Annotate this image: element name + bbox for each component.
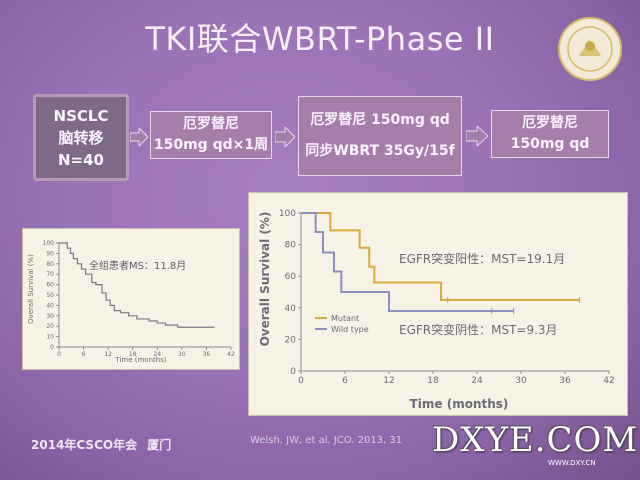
x-tick-label: 12 [383,376,394,386]
flow-step-induction-line1: 厄罗替尼 [183,116,239,132]
flow-step-population-line3: N=40 [58,150,104,169]
km-overall-xlabel: Time (months) [114,356,166,364]
y-tick-label: 80 [285,241,297,251]
x-tick-label: 36 [203,351,211,358]
flow-step-induction-line2: 150mg qd×1周 [153,137,269,153]
km-egfr-xlabel: Time (months) [410,397,509,411]
y-tick-label: 40 [285,304,297,314]
y-tick-label: 90 [46,250,54,257]
km-egfr-legend: Mutant Wild type [315,314,369,334]
y-tick-label: 10 [46,334,54,341]
km-chart-egfr: Overall Survival (%) Time (months) EGFR突… [258,209,615,411]
y-tick-label: 20 [285,335,297,345]
y-tick-label: 70 [46,271,54,278]
y-tick-label: 100 [43,240,55,247]
footer-conference: 2014年CSCO年会 厦门 [31,438,172,452]
x-tick-label: 6 [342,376,348,386]
km-overall-annotation: 全组患者MS：11.8月 [89,259,186,272]
y-tick-label: 60 [285,272,297,282]
y-tick-label: 100 [279,209,296,219]
x-tick-label: 36 [559,376,571,386]
y-tick-label: 0 [290,367,296,377]
x-tick-label: 42 [227,351,235,358]
slide-title: TKI联合WBRT-Phase II [145,20,495,58]
flow-step-maintenance-line2: 150mg qd [510,136,590,152]
x-tick-label: 18 [129,351,137,358]
flow-step-concurrent: 厄罗替尼 150mg qd 同步WBRT 35Gy/15f [298,96,462,176]
x-tick-label: 30 [178,351,186,358]
y-tick-label: 60 [46,282,54,289]
km-series-overall [59,242,215,328]
x-tick-label: 6 [82,351,86,358]
km-series-wild-type [301,212,514,312]
flow-step-induction: 厄罗替尼 150mg qd×1周 [150,111,272,159]
legend-wild-label: Wild type [331,325,369,334]
y-tick-label: 30 [46,313,54,320]
x-tick-label: 24 [153,351,161,358]
flow-step-concurrent-line1: 厄罗替尼 150mg qd [310,112,450,128]
watermark: DXYE.COM [432,420,639,460]
x-tick-label: 30 [515,376,527,386]
csco-logo [558,17,622,81]
km-series-mutant [301,212,580,301]
flow-arrow-2 [275,127,295,147]
km-egfr-annotation-mutant: EGFR突变阳性：MST=19.1月 [399,251,565,266]
flow-arrow-3 [466,126,488,146]
watermark-url: WWW.DXY.CN [548,459,596,467]
y-tick-label: 50 [46,292,54,299]
x-tick-label: 12 [104,351,112,358]
km-overall-ylabel: Overall Survival (%) [27,254,35,324]
x-tick-label: 0 [298,376,304,386]
km-egfr-ylabel: Overall Survival (%) [258,212,272,347]
flow-step-maintenance-line1: 厄罗替尼 [522,115,578,131]
km-egfr-annotation-wild: EGFR突变阴性：MST=9.3月 [399,322,558,337]
km-panel-egfr: Overall Survival (%) Time (months) EGFR突… [248,192,628,416]
km-chart-overall: Overall Survival (%) Time (months) 全组患者M… [27,240,235,364]
km-panel-overall: Overall Survival (%) Time (months) 全组患者M… [22,228,240,370]
x-tick-label: 0 [57,351,61,358]
y-tick-label: 0 [50,344,54,351]
flow-step-population-line1: NSCLC [53,106,109,125]
flow-step-population-line2: 脑转移 [58,128,104,147]
x-tick-label: 42 [603,376,614,386]
x-tick-label: 24 [471,376,483,386]
flow-step-maintenance: 厄罗替尼 150mg qd [491,110,609,158]
y-tick-label: 80 [46,261,54,268]
legend-mutant-label: Mutant [331,314,359,323]
flow-arrow-1 [130,128,148,146]
y-tick-label: 40 [46,302,54,309]
y-tick-label: 20 [46,323,54,330]
flow-step-concurrent-line2: 同步WBRT 35Gy/15f [305,143,455,159]
x-tick-label: 18 [427,376,439,386]
footer-citation: Welsh. JW, et al. JCO. 2013, 31 [250,435,403,446]
flow-step-population: NSCLC 脑转移 N=40 [33,94,129,181]
